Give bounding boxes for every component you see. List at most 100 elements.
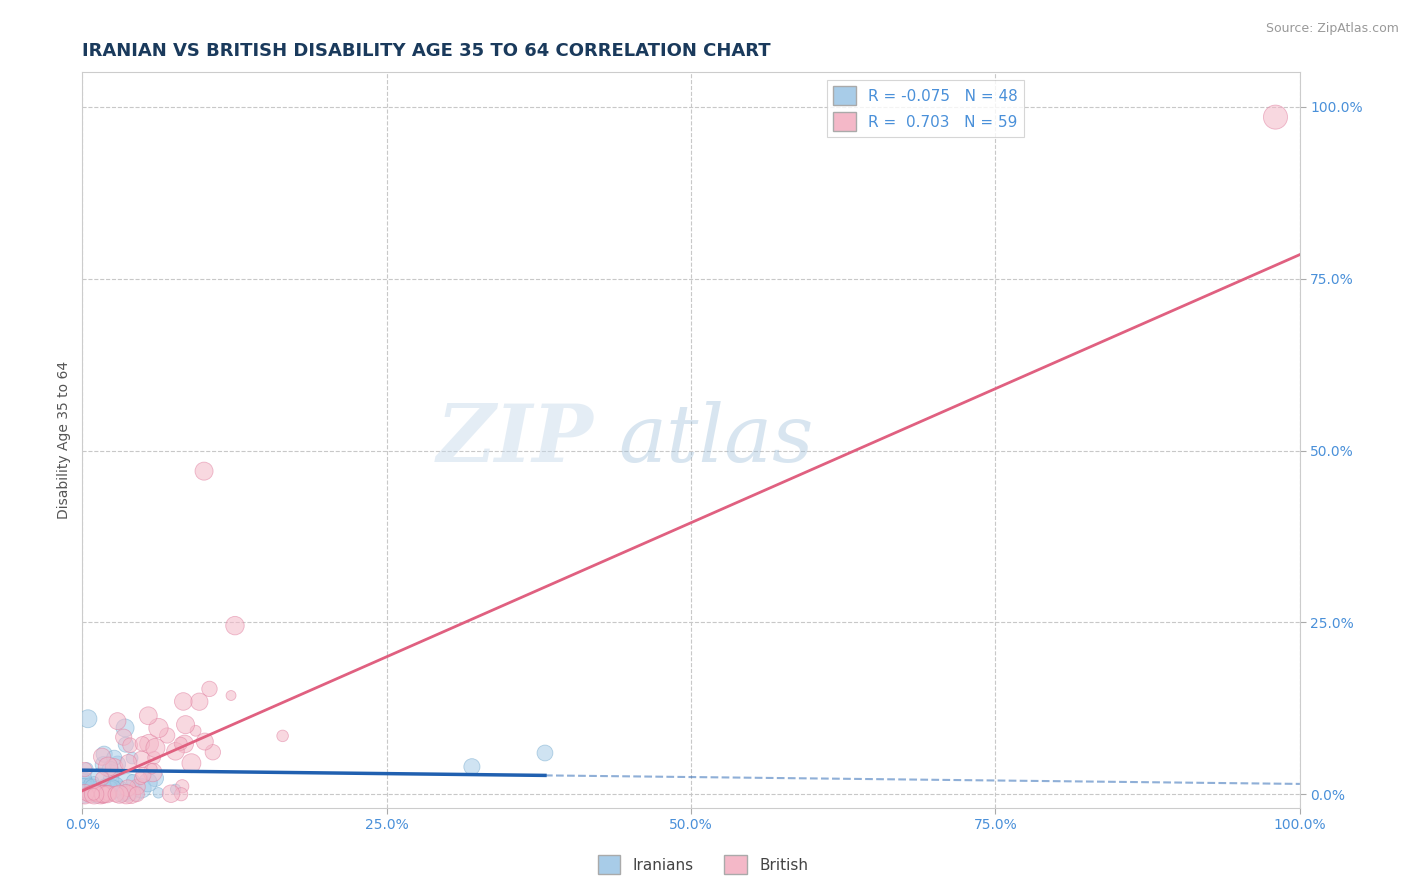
Point (89, 780, 111, 795)
Point (136, 708, 159, 723)
Point (224, 618, 246, 632)
Point (120, 738, 142, 752)
Point (174, 717, 197, 731)
Point (98, 763, 121, 777)
Point (115, 780, 138, 795)
Text: Source: ZipAtlas.com: Source: ZipAtlas.com (1265, 22, 1399, 36)
Point (114, 721, 136, 735)
Point (112, 730, 135, 744)
Point (173, 737, 195, 751)
Point (129, 772, 152, 786)
Point (82, 780, 104, 794)
Point (84, 787, 107, 801)
Point (86, 787, 108, 801)
Point (160, 787, 183, 801)
Point (194, 734, 217, 748)
Point (107, 714, 129, 728)
Point (91, 772, 114, 786)
Point (77, 776, 100, 790)
Point (114, 738, 136, 752)
Point (125, 787, 148, 801)
Point (127, 780, 149, 794)
Point (110, 780, 132, 795)
Point (201, 745, 224, 759)
Point (117, 781, 139, 796)
Point (103, 751, 125, 765)
Point (93, 747, 115, 761)
Point (75, 781, 97, 796)
Point (120, 787, 142, 801)
Point (101, 782, 124, 797)
Point (101, 779, 124, 793)
Point (100, 772, 122, 786)
Point (91, 787, 114, 801)
Text: atlas: atlas (619, 401, 814, 479)
Point (219, 689, 242, 703)
Point (93, 787, 115, 801)
Point (121, 751, 143, 765)
Point (83, 775, 105, 789)
Point (165, 744, 187, 758)
Point (188, 695, 211, 709)
Point (180, 756, 202, 771)
Point (172, 779, 194, 793)
Point (73, 780, 96, 795)
Point (143, 771, 166, 785)
Point (122, 774, 145, 789)
Point (90, 787, 112, 801)
Point (73, 763, 96, 777)
Point (83, 787, 105, 801)
Point (91, 757, 114, 772)
Legend: R = -0.075   N = 48, R =  0.703   N = 59: R = -0.075 N = 48, R = 0.703 N = 59 (827, 80, 1025, 137)
Point (141, 762, 163, 776)
Point (89, 770, 111, 784)
Point (104, 787, 127, 801)
Point (79, 784, 101, 798)
Point (131, 752, 153, 766)
Point (136, 775, 159, 789)
Point (148, 721, 170, 735)
Point (76, 762, 98, 776)
Point (96, 787, 118, 801)
Point (76, 787, 98, 801)
Point (143, 750, 166, 764)
Text: IRANIAN VS BRITISH DISABILITY AGE 35 TO 64 CORRELATION CHART: IRANIAN VS BRITISH DISABILITY AGE 35 TO … (83, 42, 770, 60)
Point (170, 737, 193, 751)
Point (83, 787, 105, 801)
Point (105, 778, 128, 792)
Point (156, 729, 179, 743)
Point (193, 464, 215, 478)
Point (94, 780, 117, 795)
Point (79, 787, 101, 801)
Point (98, 786, 121, 800)
Point (93, 778, 115, 792)
Point (108, 787, 131, 801)
Point (91, 749, 114, 764)
Point (170, 787, 193, 801)
Point (84, 786, 107, 800)
Point (198, 681, 221, 696)
Point (107, 757, 129, 772)
Point (82, 782, 104, 797)
Legend: Iranians, British: Iranians, British (592, 849, 814, 880)
Point (148, 786, 170, 800)
Point (77, 779, 100, 793)
Point (131, 781, 153, 796)
Point (93, 787, 115, 801)
Point (271, 729, 294, 743)
Point (1264, 110, 1286, 124)
Point (534, 746, 557, 760)
Point (125, 787, 148, 801)
Point (73, 787, 96, 801)
Point (142, 765, 165, 780)
Point (97, 760, 120, 774)
Point (75, 777, 97, 791)
Point (77, 712, 100, 726)
Point (131, 737, 153, 751)
Point (110, 787, 132, 801)
Text: ZIP: ZIP (437, 401, 593, 479)
Point (112, 786, 135, 800)
Point (100, 780, 122, 794)
Point (138, 737, 160, 751)
Point (103, 760, 125, 774)
